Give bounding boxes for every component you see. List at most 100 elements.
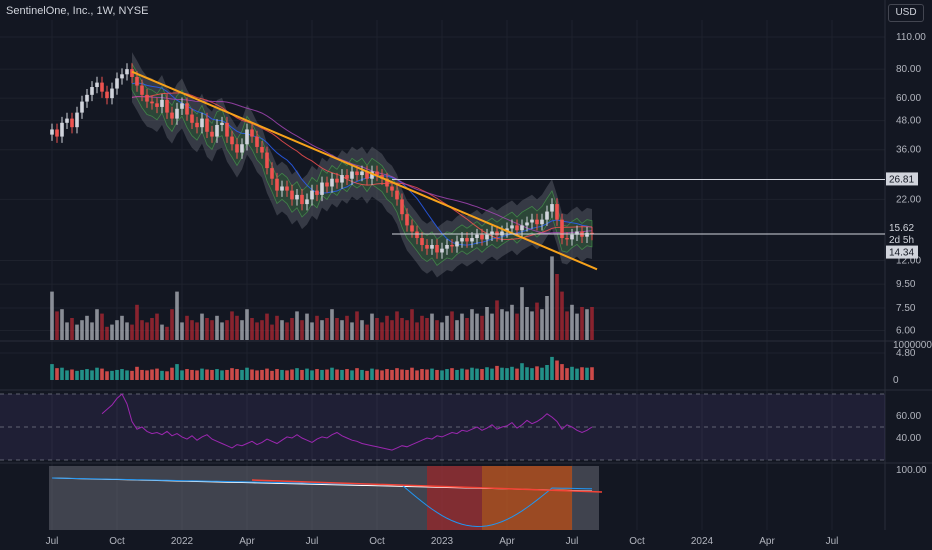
currency-button[interactable]: USD [888,4,924,22]
time-tick-label: Apr [759,536,775,547]
volume-osc-bar [350,370,354,380]
candle [445,239,449,255]
candle [570,228,574,246]
candle [390,180,394,197]
volume-bar [370,313,374,340]
candle-body [215,124,219,137]
volume-osc-bar [585,367,589,380]
volume-osc-bar [555,360,559,380]
volume-bar [355,311,359,340]
candle-body [515,225,519,231]
volume-bar [295,311,299,340]
candle-body [180,103,184,109]
candle-body [530,219,534,223]
volume-osc-bar [380,370,384,380]
volume-bar [215,315,219,340]
volume-osc-bar [365,370,369,380]
candle-body [435,244,439,253]
volume-bar [445,315,449,340]
candle [245,123,249,151]
candle [460,232,464,248]
candle-body [135,76,139,86]
candle-body [105,91,109,99]
volume-bar [85,315,89,340]
candle [455,235,459,253]
volume-osc-bar [140,369,144,380]
volume-bar [80,320,84,340]
volume-bar [550,256,554,340]
volume-osc-bar [200,368,204,380]
candle-body [545,211,549,220]
volume-bar [330,309,334,340]
candle [485,228,489,246]
volume-osc-bar [310,370,314,380]
volume-osc-bar [485,367,489,380]
candle-body [520,225,524,231]
volume-bar [285,322,289,340]
volume-ma-bars [50,356,594,380]
level-price-tag: 26.81 [886,172,918,186]
price-tick-label: 9.50 [896,279,916,290]
volume-osc-bar [500,367,504,380]
volume-osc-bar [125,370,129,380]
volume-bar [280,320,284,340]
volume-osc-bar [250,369,254,380]
volume-bar [515,313,519,340]
candle-body [510,225,514,229]
candle-body [540,219,544,225]
volume-bar [275,315,279,340]
volume-bar [110,324,114,340]
candle-body [270,168,274,179]
candle [190,108,194,130]
volume-bar [385,315,389,340]
volume-osc-bar [55,368,59,380]
candle-body [310,190,314,200]
candle-body [185,103,189,115]
volume-bar [435,320,439,340]
candle-body [220,122,224,125]
volume-osc-bar [460,368,464,380]
volume-bar [270,324,274,340]
volume-bar [180,322,184,340]
volume-osc-bar [60,367,64,380]
price-tag-bg [886,232,918,246]
volume-osc-bar [570,366,574,380]
candle [440,242,444,259]
candle [310,184,314,206]
volume-osc-bar [70,369,74,380]
oscillator-orange-zone [482,466,572,530]
candle-body [575,231,579,235]
candle [65,112,69,130]
candle [60,116,64,143]
candle [575,225,579,241]
volume-osc-bar [100,368,104,380]
volume-bar [360,320,364,340]
candle-body [290,190,294,200]
volume-osc-bar [530,368,534,380]
volume-osc-bar [580,367,584,380]
volume-osc-bar [535,366,539,380]
volume-osc-bar [265,368,269,380]
candle-body [120,74,124,79]
candle [375,165,379,182]
candle-body [80,101,84,113]
candle-body [275,178,279,191]
candle-body [95,82,99,88]
volume-bar [575,313,579,340]
volume-bar [95,309,99,340]
price-tag-text: 2d 5h [889,235,914,246]
candle-body [235,144,239,153]
price-tick-label: 7.50 [896,303,916,314]
volume-osc-bar [430,368,434,380]
price-tick-label: 48.00 [896,116,921,127]
price-tag-text: 14.34 [889,248,914,259]
candle-body [395,190,399,200]
last-price-tag: 15.62 [886,220,918,234]
volume-osc-bar [135,366,139,380]
candle-body [340,175,344,183]
volume-bar [505,311,509,340]
volume-osc-bar [520,363,524,380]
candle-body [420,238,424,245]
volume-bar [450,311,454,340]
